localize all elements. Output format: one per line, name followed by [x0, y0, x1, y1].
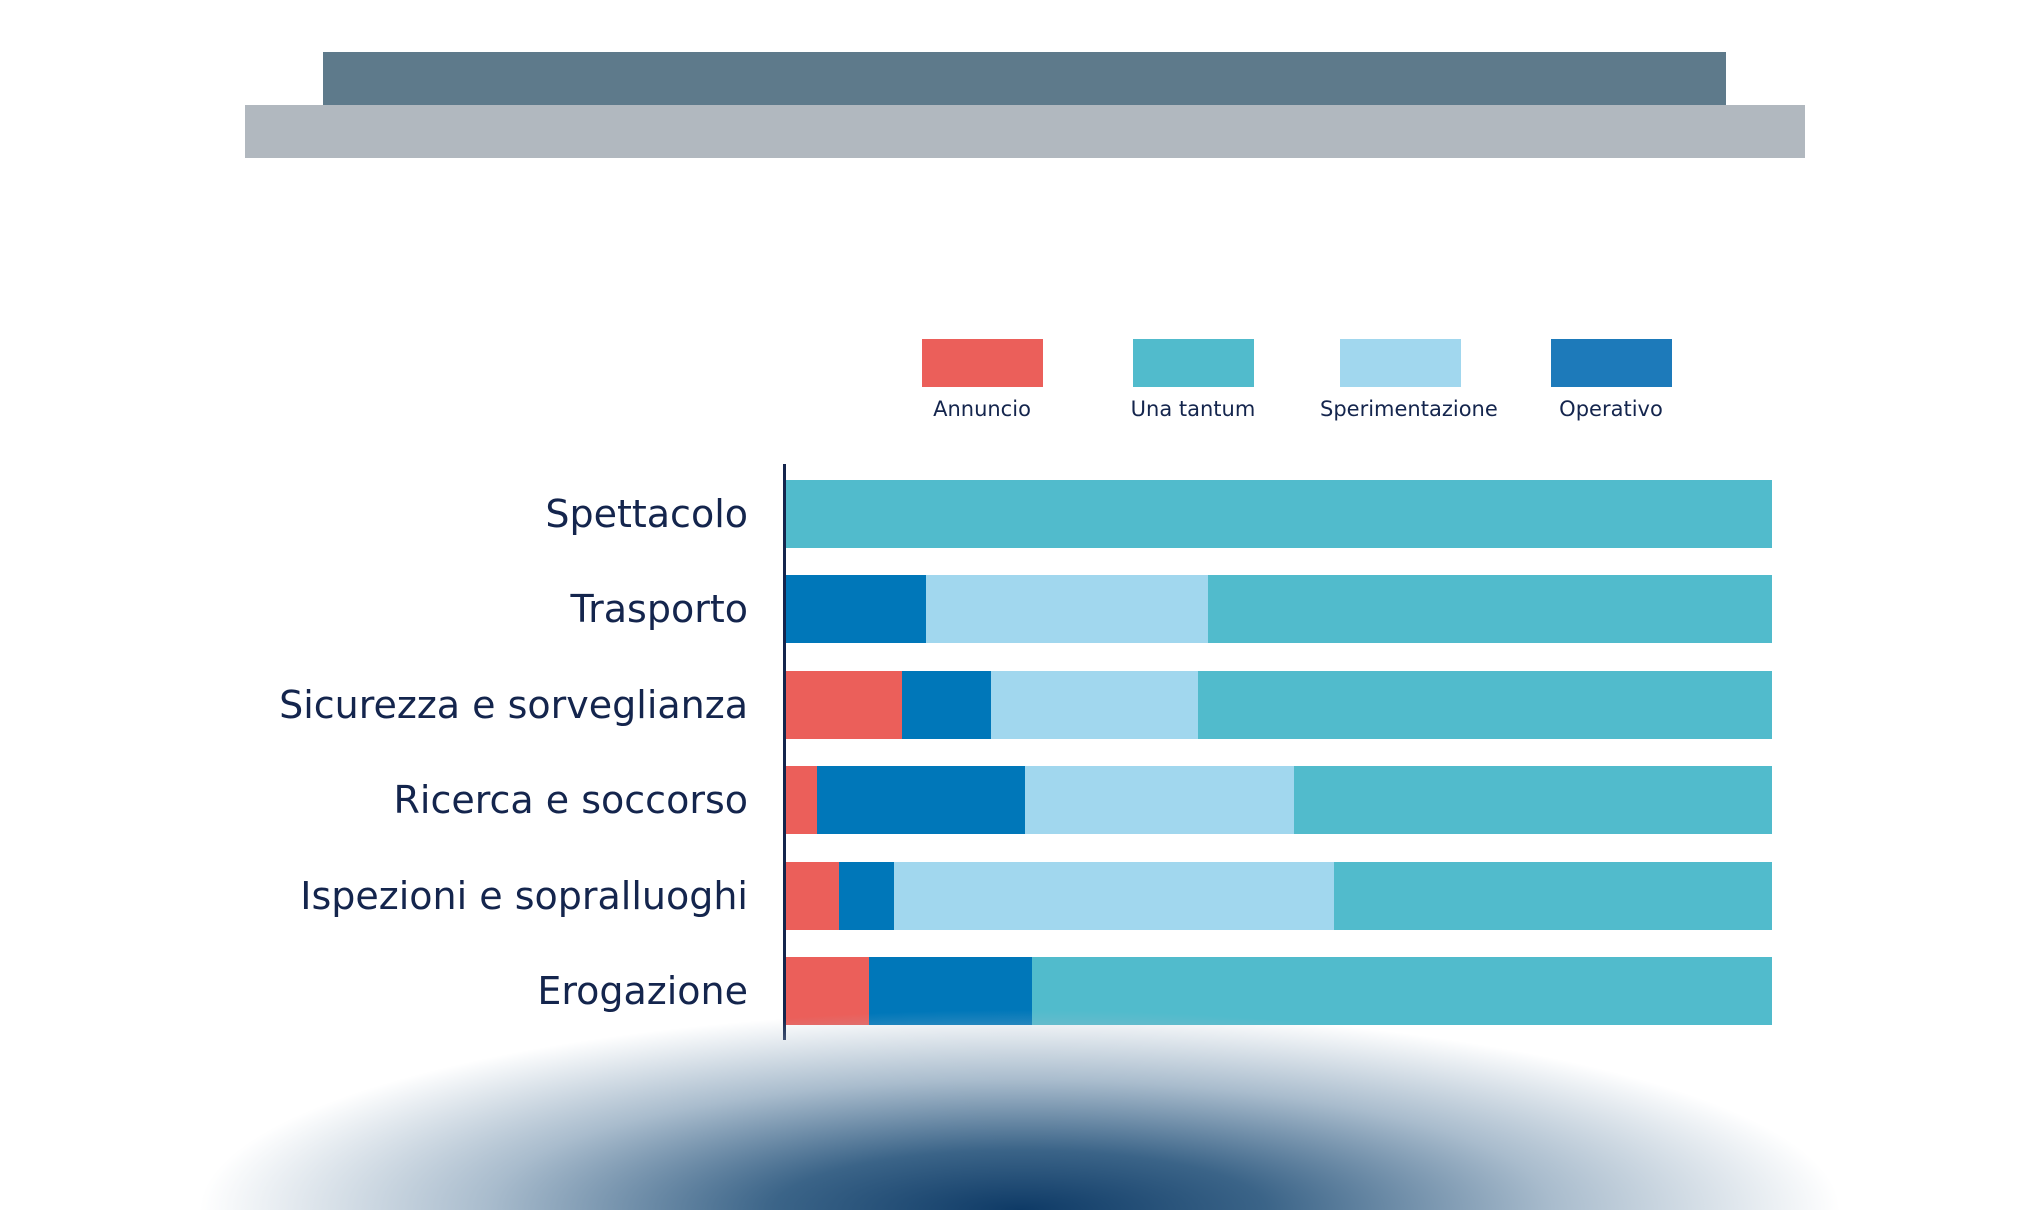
bar-segment-operativo: [816, 766, 1025, 835]
legend-label: Una tantum: [1130, 397, 1256, 421]
category-label: Trasporto: [570, 587, 748, 632]
category-label: Ricerca e soccorso: [393, 778, 749, 823]
legend-item-sperimentazione: Sperimentazione: [1320, 339, 1498, 421]
bar-segment-annuncio: [786, 670, 903, 739]
bar-row: [786, 861, 1772, 930]
legend-swatch: [1550, 339, 1672, 387]
legend-label: Sperimentazione: [1320, 397, 1498, 421]
legend-item-operativo: Operativo: [1531, 339, 1691, 421]
bar-segment-sperimentazione: [1024, 766, 1294, 835]
bar-row: [786, 670, 1772, 739]
bar-segment-una-tantum: [1334, 861, 1772, 930]
legend-swatch: [1132, 339, 1254, 387]
bar-segment-una-tantum: [1207, 575, 1772, 644]
header-banner-dark: [323, 52, 1726, 105]
legend-item-una-tantum: Una tantum: [1113, 339, 1273, 421]
bar-row: [786, 766, 1772, 835]
bar-segment-operativo: [786, 575, 926, 644]
bar-segment-una-tantum: [786, 480, 1772, 548]
bottom-glow: [200, 1010, 1840, 1210]
bar-segment-annuncio: [786, 766, 817, 835]
bar-segment-una-tantum: [1198, 670, 1772, 739]
header-banner-light: [245, 105, 1805, 158]
category-label: Spettacolo: [545, 492, 748, 536]
bar-segment-una-tantum: [1293, 766, 1772, 835]
legend-item-annuncio: Annuncio: [902, 339, 1062, 421]
bar-row: [786, 575, 1772, 644]
category-label: Ispezioni e sopralluoghi: [300, 873, 748, 918]
bar-segment-sperimentazione: [991, 670, 1199, 739]
y-axis-line: [783, 464, 786, 1040]
category-label: Sicurezza e sorveglianza: [279, 682, 748, 727]
legend-label: Operativo: [1559, 397, 1663, 421]
bar-row: [786, 480, 1772, 548]
legend-swatch: [921, 339, 1043, 387]
legend-swatch: [1339, 339, 1461, 387]
category-label: Erogazione: [537, 969, 748, 1013]
bar-segment-operativo: [902, 670, 992, 739]
bar-segment-annuncio: [786, 861, 840, 930]
bar-segment-sperimentazione: [926, 575, 1208, 644]
bar-segment-sperimentazione: [894, 861, 1335, 930]
bar-segment-operativo: [839, 861, 895, 930]
legend-label: Annuncio: [933, 397, 1031, 421]
